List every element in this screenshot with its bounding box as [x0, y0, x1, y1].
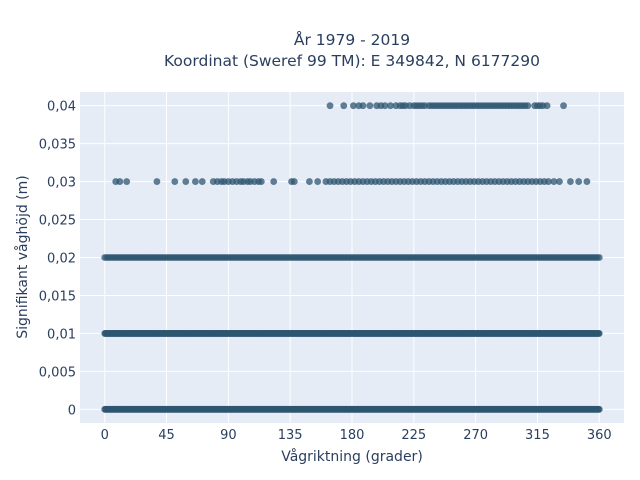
- data-point: [270, 178, 278, 185]
- x-tick-label: 0: [101, 428, 109, 443]
- y-tick-label: 0,04: [47, 100, 76, 115]
- data-point: [595, 254, 603, 261]
- chart-title-line1: År 1979 - 2019: [294, 30, 410, 49]
- data-point: [326, 102, 334, 110]
- y-axis-title: Signifikant våghöjd (m): [14, 175, 31, 338]
- data-point: [314, 178, 322, 185]
- data-point: [387, 102, 394, 110]
- x-tick-label: 45: [158, 428, 175, 443]
- y-tick-label: 0,01: [47, 327, 76, 342]
- data-point: [349, 102, 357, 110]
- data-point: [116, 178, 124, 185]
- data-point: [171, 178, 179, 185]
- data-point: [306, 178, 313, 185]
- data-point: [381, 102, 389, 110]
- y-tick-label: 0,035: [39, 138, 76, 153]
- data-point: [366, 102, 374, 110]
- y-tick-label: 0,02: [47, 252, 76, 267]
- x-tick-label: 225: [401, 428, 426, 443]
- data-point: [257, 178, 265, 185]
- data-point: [198, 178, 206, 185]
- x-tick-label: 315: [525, 428, 550, 443]
- data-point: [545, 178, 552, 185]
- data-point: [290, 178, 298, 185]
- data-point: [359, 102, 367, 110]
- x-tick-label: 270: [463, 428, 488, 443]
- x-tick-label: 135: [278, 428, 303, 443]
- data-point: [550, 178, 558, 185]
- x-tick-labels: 0 45 90 135 180 225 270 315 360: [101, 428, 612, 443]
- data-point: [556, 178, 563, 185]
- data-point: [595, 405, 603, 413]
- data-point: [567, 178, 574, 185]
- data-point: [524, 102, 532, 110]
- data-point: [191, 178, 199, 185]
- data-point: [153, 178, 161, 185]
- y-tick-labels: 0 0,005 0,01 0,015 0,02 0,025 0,03 0,035 0,04: [39, 100, 76, 419]
- chart-title-line2: Koordinat (Sweref 99 TM): E 349842, N 61…: [164, 52, 540, 70]
- data-points: [101, 102, 603, 413]
- y-tick-label: 0,005: [39, 365, 76, 380]
- data-point: [123, 178, 131, 185]
- x-tick-label: 90: [220, 428, 237, 443]
- y-tick-label: 0,015: [39, 289, 76, 304]
- y-tick-label: 0: [68, 403, 76, 418]
- data-point: [595, 330, 603, 337]
- data-point: [182, 178, 190, 185]
- y-tick-label: 0,03: [47, 176, 76, 191]
- data-point: [560, 102, 567, 110]
- data-point: [575, 178, 583, 185]
- x-axis-title: Vågriktning (grader): [281, 448, 423, 465]
- y-tick-label: 0,025: [39, 214, 76, 229]
- x-tick-label: 360: [587, 428, 612, 443]
- data-point: [543, 102, 551, 110]
- x-tick-label: 180: [340, 428, 365, 443]
- data-point: [583, 178, 591, 185]
- data-point: [340, 102, 348, 110]
